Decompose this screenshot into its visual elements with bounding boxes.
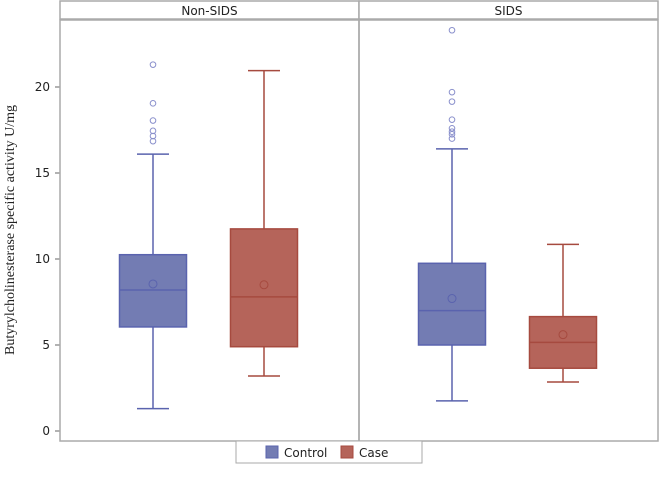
outlier-point [448, 116, 456, 123]
outlier-point [448, 131, 456, 138]
box-control [417, 262, 487, 346]
legend-label-control: Control [284, 446, 327, 460]
y-tick-label: 15 [35, 166, 50, 180]
mean-marker [148, 279, 158, 289]
legend-label-case: Case [359, 446, 388, 460]
y-axis-label: Butyrylcholinesterase specific activity … [3, 105, 18, 355]
outlier-point [448, 128, 456, 136]
legend-swatch-control [265, 445, 279, 459]
panel-frame [358, 19, 659, 442]
box-control [118, 253, 188, 328]
outlier-point [149, 61, 157, 68]
mean-marker [558, 330, 568, 340]
outlier-point [448, 98, 456, 105]
panel-title: Non-SIDS [181, 4, 237, 18]
outlier-point [149, 137, 157, 145]
legend-swatch-case [340, 445, 354, 459]
outlier-point [448, 135, 456, 142]
mean-marker [259, 280, 269, 290]
legend: Control Case [235, 440, 423, 464]
outlier-point [149, 117, 157, 124]
outlier-point [149, 100, 157, 107]
panel-title: SIDS [494, 4, 522, 18]
outlier-point [448, 26, 456, 34]
y-tick-label: 5 [42, 338, 50, 352]
y-tick-label: 10 [35, 252, 50, 266]
mean-marker [447, 294, 457, 304]
legend-frame [235, 440, 423, 464]
outlier-point [448, 88, 456, 96]
panel-frame [59, 19, 360, 442]
box-case [229, 228, 299, 348]
panel-header [358, 0, 659, 20]
y-tick-label: 20 [35, 80, 50, 94]
y-tick-label: 0 [42, 424, 50, 438]
